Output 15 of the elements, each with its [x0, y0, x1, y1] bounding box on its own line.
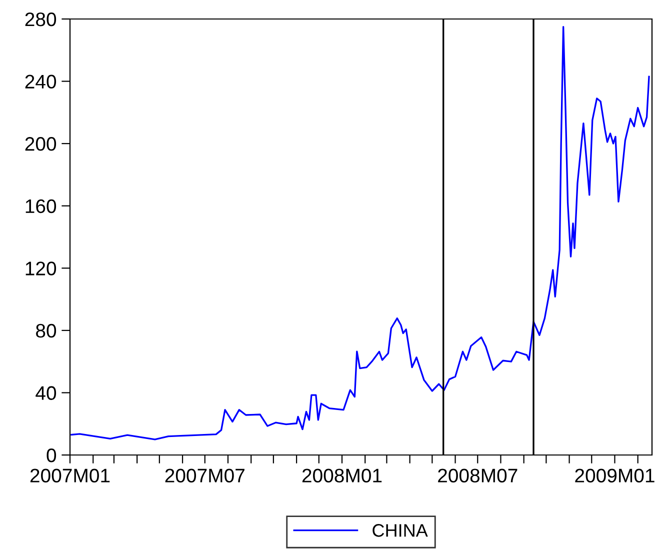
y-tick-label: 240 [25, 74, 56, 89]
x-tick-label: 2008M07 [438, 468, 518, 482]
x-tick-label: 2007M07 [165, 468, 244, 482]
legend-label: CHINA [372, 524, 428, 537]
y-tick-label: 80 [36, 324, 56, 338]
y-tick-label: 280 [25, 12, 56, 26]
y-tick-label: 0 [46, 448, 56, 462]
y-tick-label: 40 [36, 386, 56, 400]
y-tick-label: 200 [25, 137, 56, 151]
y-tick-label: 120 [26, 262, 56, 276]
x-tick-label: 2009M01 [575, 468, 654, 482]
line-series [70, 26, 650, 440]
y-tick-label: 160 [26, 199, 56, 214]
x-tick-label: 2008M01 [302, 468, 382, 482]
x-tick-label: 2007M01 [30, 468, 110, 482]
